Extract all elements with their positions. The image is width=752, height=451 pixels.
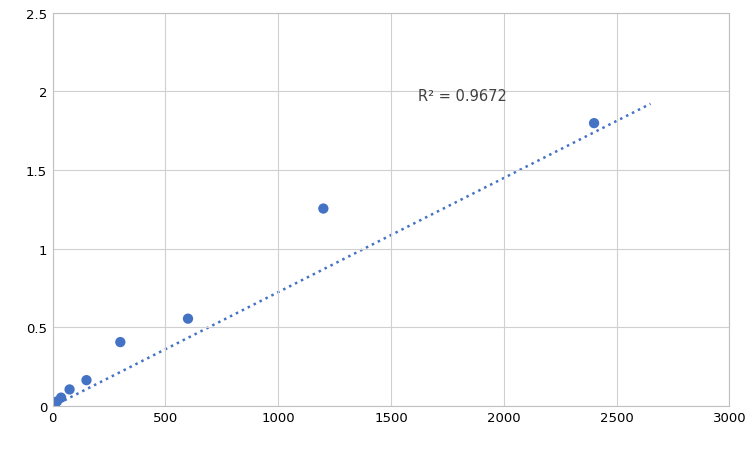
Point xyxy=(114,339,126,346)
Point xyxy=(588,120,600,128)
Point xyxy=(80,377,92,384)
Point xyxy=(317,206,329,213)
Point xyxy=(49,400,61,407)
Point xyxy=(55,394,67,401)
Point xyxy=(182,315,194,322)
Text: R² = 0.9672: R² = 0.9672 xyxy=(418,89,507,104)
Point xyxy=(51,398,63,405)
Point xyxy=(63,386,75,393)
